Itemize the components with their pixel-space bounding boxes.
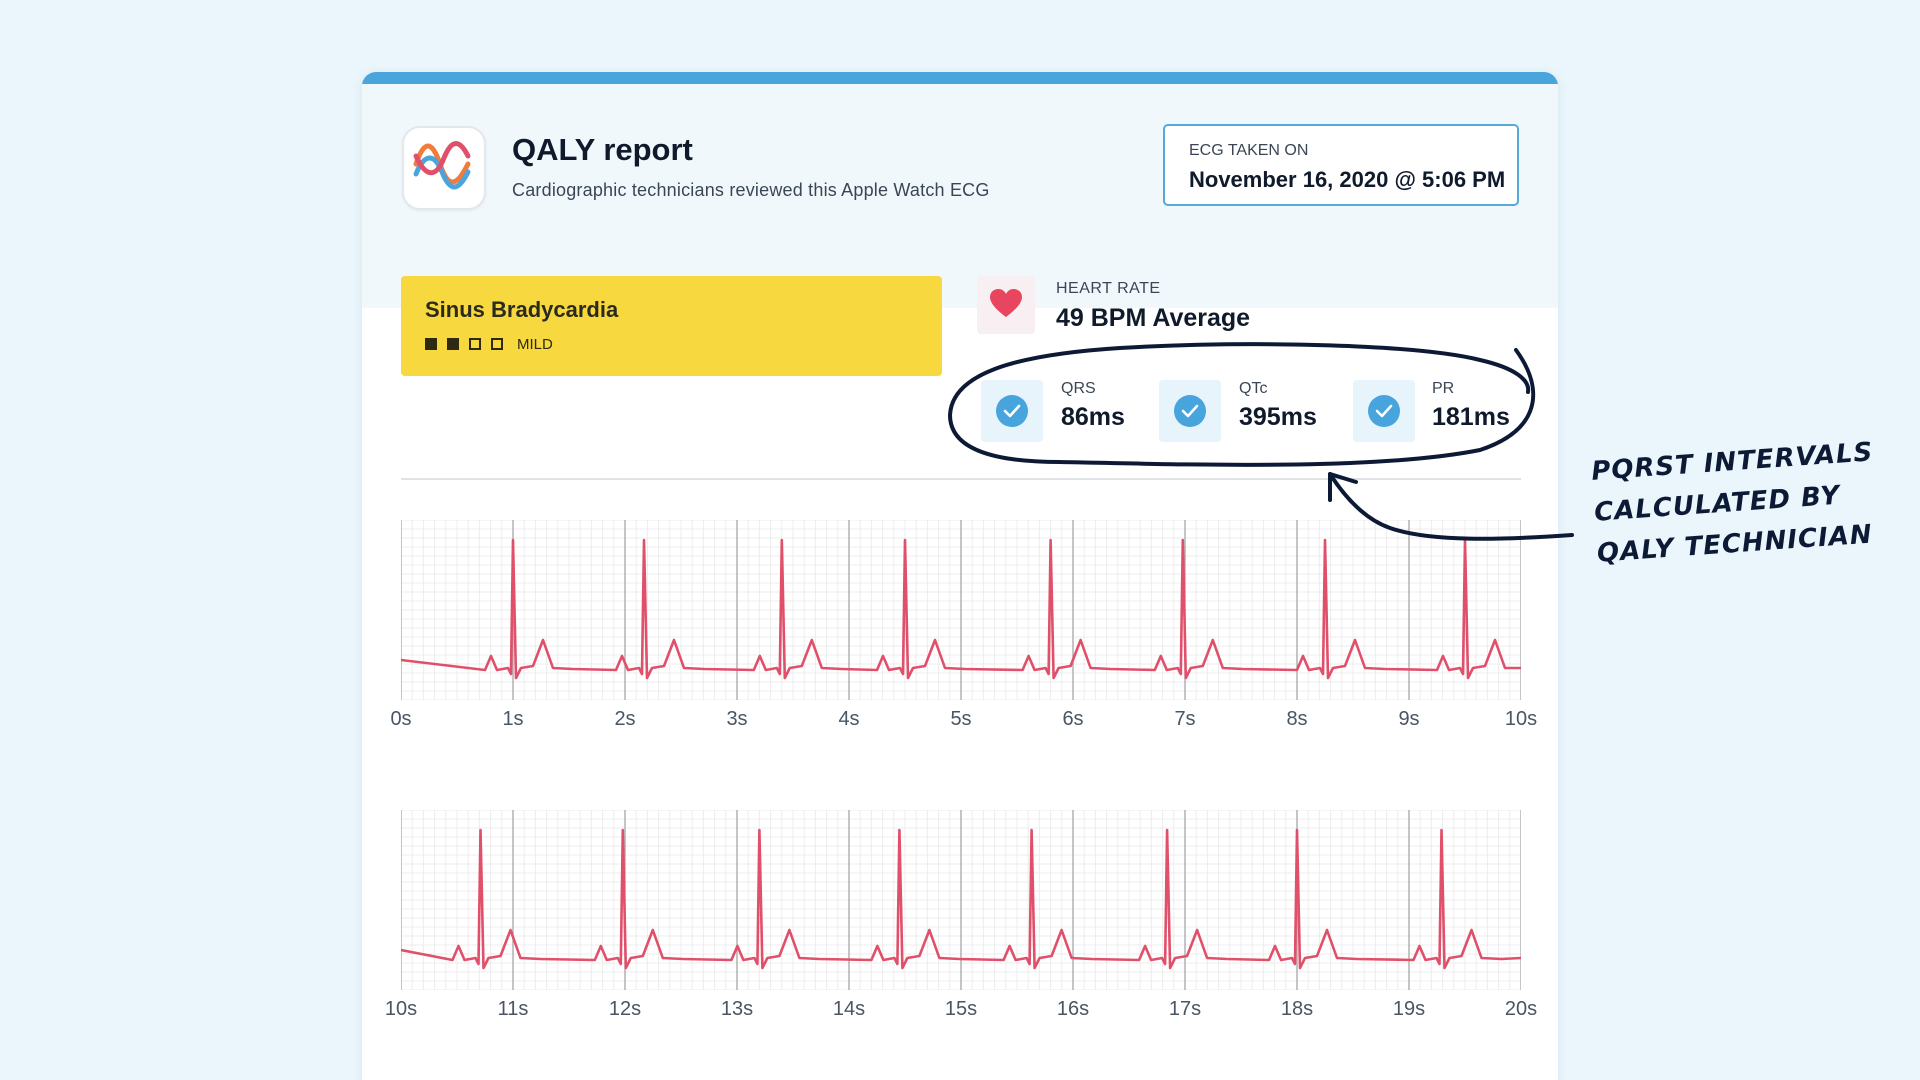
ecg-time-tick: 8s [1286,708,1308,730]
ecg-time-tick: 7s [1174,708,1196,730]
ecg-date-value: November 16, 2020 @ 5:06 PM [1189,167,1506,192]
pr-label: PR [1432,380,1455,397]
ecg-time-tick: 18s [1280,998,1314,1020]
ecg-time-tick: 17s [1168,998,1202,1020]
ecg-time-tick: 1s [502,708,524,730]
ecg-time-tick: 3s [726,708,748,730]
ecg-time-tick: 10s [1504,708,1538,730]
report-title: QALY report [512,132,693,167]
severity-square-4 [491,338,503,350]
ecg-time-tick: 5s [950,708,972,730]
pr-value: 181ms [1432,403,1510,431]
ecg-time-tick: 10s [384,998,418,1020]
report-header: QALY report Cardiographic technicians re… [362,84,1558,308]
ecg-time-tick: 15s [944,998,978,1020]
ecg-time-tick: 20s [1504,998,1538,1020]
annotation-note: PQRST INTERVALS CALCULATED BY QALY TECHN… [1590,430,1918,575]
card-accent-bar [362,72,1558,84]
ecg-strip-2-graph [401,810,1521,990]
ecg-time-tick: 16s [1056,998,1090,1020]
ecg-date-label: ECG TAKEN ON [1189,142,1309,159]
heart-icon [977,276,1035,334]
severity-label: MILD [517,336,553,353]
heart-rate-value: 49 BPM Average [1056,304,1251,332]
section-divider [401,478,1521,480]
qaly-report-card: QALY report Cardiographic technicians re… [362,72,1558,1080]
ecg-date-box: ECG TAKEN ON November 16, 2020 @ 5:06 PM [1163,124,1519,206]
pr-check-icon [1353,380,1415,442]
qrs-check-icon [981,380,1043,442]
ecg-strip-2 [401,810,1521,990]
qaly-logo-icon [402,126,486,210]
ecg-time-tick: 2s [614,708,636,730]
qrs-label: QRS [1061,380,1096,397]
report-subtitle: Cardiographic technicians reviewed this … [512,180,990,200]
ecg-time-tick: 4s [838,708,860,730]
qtc-value: 395ms [1239,403,1317,431]
ecg-time-tick: 0s [390,708,412,730]
heart-rate-label: HEART RATE [1056,280,1161,297]
ecg-time-tick: 9s [1398,708,1420,730]
ecg-strip-1 [401,520,1521,700]
severity-square-3 [469,338,481,350]
ecg-time-tick: 6s [1062,708,1084,730]
qtc-label: QTc [1239,380,1268,397]
ecg-time-tick: 14s [832,998,866,1020]
ecg-time-tick: 12s [608,998,642,1020]
diagnosis-title: Sinus Bradycardia [425,297,619,322]
qtc-check-icon [1159,380,1221,442]
ecg-strip-1-graph [401,520,1521,700]
diagnosis-badge: Sinus Bradycardia MILD [401,276,942,376]
ecg-trace [401,538,1521,680]
ecg-time-tick: 11s [497,998,529,1020]
ecg-trace [401,828,1521,970]
qrs-value: 86ms [1061,403,1125,431]
ecg-time-tick: 13s [720,998,754,1020]
severity-square-1 [425,338,437,350]
severity-square-2 [447,338,459,350]
ecg-time-tick: 19s [1392,998,1426,1020]
